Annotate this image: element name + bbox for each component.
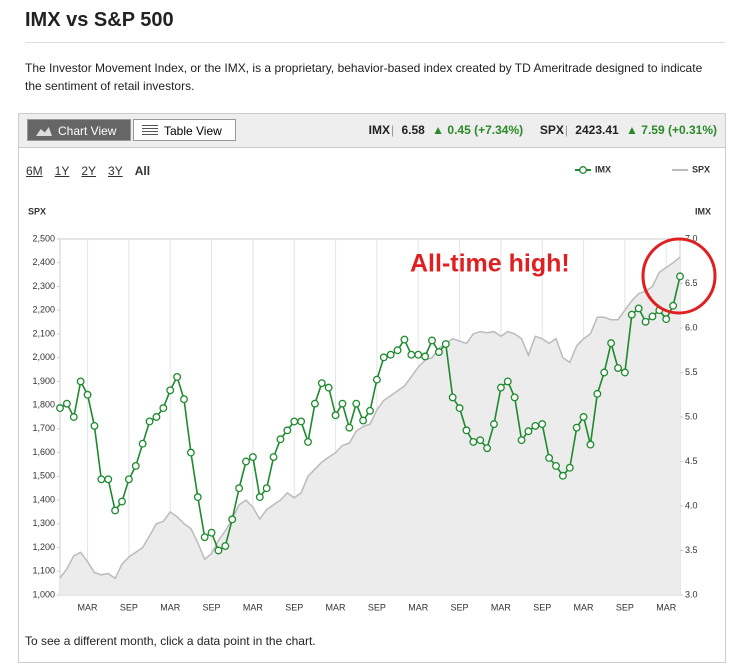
stat-change: 7.59 (641, 123, 665, 137)
stat-pct: (+7.34%) (474, 123, 524, 137)
stat-label: IMX (368, 123, 390, 137)
stat-pct: (+0.31%) (667, 123, 717, 137)
range-link[interactable]: 3Y (108, 164, 123, 178)
divider (25, 42, 725, 43)
range-link[interactable]: 2Y (81, 164, 97, 178)
stat-label: SPX (539, 123, 564, 137)
range-selector: 6M 1Y 2Y 3Y All (26, 164, 162, 178)
stats: IMX| 6.58 ▲ 0.45 (+7.34%) SPX| 2423.41 ▲… (368, 123, 717, 137)
stat-value: 2423.41 (575, 123, 619, 137)
page-title: IMX vs S&P 500 (25, 9, 174, 31)
table-view-tab[interactable]: Table View (133, 119, 236, 141)
stat-change: 0.45 (447, 123, 471, 137)
tab-label: Table View (164, 124, 222, 138)
stat-value: 6.58 (401, 123, 425, 137)
toolbar: Chart View Table View IMX| 6.58 ▲ 0.45 (… (19, 114, 725, 148)
range-link[interactable]: 6M (26, 164, 43, 178)
chart-view-tab[interactable]: Chart View (27, 119, 131, 141)
description: The Investor Movement Index, or the IMX,… (25, 61, 703, 93)
chart-panel: Chart View Table View IMX| 6.58 ▲ 0.45 (… (18, 113, 726, 663)
range-link[interactable]: 1Y (54, 164, 70, 178)
footer-note: To see a different month, click a data p… (25, 634, 316, 648)
range-link[interactable]: All (134, 164, 151, 178)
tab-label: Chart View (58, 124, 117, 138)
